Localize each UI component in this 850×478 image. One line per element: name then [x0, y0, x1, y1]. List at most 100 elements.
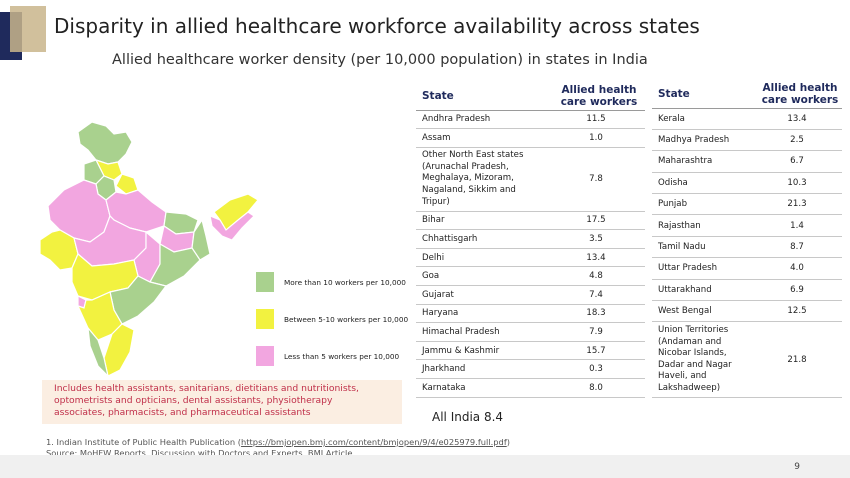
worker-density-cell: 13.4: [547, 248, 645, 268]
state-table-left: State Allied health care workers Andhra …: [416, 82, 645, 398]
table-row: Gujarat 7.4: [416, 285, 645, 305]
table-row: Delhi 13.4: [416, 248, 645, 268]
worker-density-cell: 13.4: [752, 108, 842, 130]
state-name-cell: Tamil Nadu: [652, 236, 752, 259]
state-name-cell: Rajasthan: [652, 214, 752, 237]
table-row: Assam 1.0: [416, 128, 645, 148]
worker-density-cell: 21.8: [752, 321, 842, 398]
state-name-cell: Haryana: [416, 304, 547, 324]
header-workers: Allied health care workers: [547, 82, 645, 111]
table-row: Odisha 10.3: [652, 172, 842, 195]
table-row: Bihar 17.5: [416, 211, 645, 231]
state-name-line: (Arunachal Pradesh,: [422, 161, 509, 172]
worker-density-cell: 4.0: [752, 257, 842, 280]
state-name-line: Nagaland, Sikkim and: [422, 184, 516, 195]
state-name-cell: Goa: [416, 266, 547, 287]
state-name-line: Lakshadweep): [658, 382, 721, 393]
table-row: Kerala 13.4: [652, 108, 842, 130]
state-name-cell: Maharashtra: [652, 150, 752, 173]
state-name-cell: Madhya Pradesh: [652, 129, 752, 152]
worker-density-cell: 4.8: [547, 266, 645, 287]
legend-swatch-green: [256, 272, 274, 292]
header-workers-line1: Allied health: [762, 81, 838, 94]
worker-density-cell: 11.5: [547, 110, 645, 130]
page-subtitle: Allied healthcare worker density (per 10…: [112, 52, 648, 68]
legend-item: Less than 5 workers per 10,000: [256, 344, 416, 368]
definition-note: Includes health assistants, sanitarians,…: [42, 380, 402, 424]
map-region-jammu-kashmir: [77, 121, 133, 165]
state-name-cell: Andhra Pradesh: [416, 110, 547, 130]
header-workers-line2: care workers: [560, 95, 638, 108]
state-name-cell: Gujarat: [416, 285, 547, 305]
state-name-cell: Union Territories (Andaman and Nicobar Isl…: [652, 321, 752, 398]
state-name-cell: Karnataka: [416, 378, 547, 398]
all-india-figure: All India 8.4: [432, 410, 504, 424]
legend-label: More than 10 workers per 10,000: [284, 277, 406, 287]
source-note: Source: MoHFW Reports, Discussion with D…: [46, 448, 353, 458]
table-row: Goa 4.8: [416, 266, 645, 287]
legend-item: Between 5-10 workers per 10,000: [256, 307, 416, 331]
worker-density-cell: 18.3: [547, 304, 645, 324]
map-legend: More than 10 workers per 10,000 Between …: [256, 270, 416, 381]
table-row: West Bengal 12.5: [652, 300, 842, 323]
table-row: Uttar Pradesh 4.0: [652, 257, 842, 280]
worker-density-cell: 6.9: [752, 279, 842, 302]
map-region-uttar-pradesh: [105, 189, 167, 233]
state-name-cell: Jharkhand: [416, 359, 547, 380]
legend-label: Between 5-10 workers per 10,000: [284, 314, 409, 324]
state-name-line: Nicobar Islands,: [658, 348, 727, 359]
worker-density-cell: 6.7: [752, 150, 842, 173]
note-line: associates, pharmacists, and pharmaceuti…: [54, 407, 311, 419]
table-row: Rajasthan 1.4: [652, 214, 842, 237]
worker-density-cell: 7.8: [547, 147, 645, 212]
state-name-cell: Bihar: [416, 211, 547, 231]
table-header-row: State Allied health care workers: [416, 82, 645, 111]
worker-density-cell: 2.5: [752, 129, 842, 152]
header-state: State: [416, 82, 547, 111]
state-name-cell: Uttarakhand: [652, 279, 752, 302]
table-row: Union Territories (Andaman and Nicobar Isl…: [652, 321, 842, 398]
worker-density-cell: 17.5: [547, 211, 645, 231]
table-row: Maharashtra 6.7: [652, 150, 842, 173]
note-line: Includes health assistants, sanitarians,…: [54, 383, 359, 394]
header-workers-line1: Allied health: [561, 83, 637, 96]
state-name-cell: Kerala: [652, 108, 752, 130]
state-name-cell: Uttar Pradesh: [652, 257, 752, 280]
footer-bar: [0, 455, 850, 478]
worker-density-cell: 3.5: [547, 229, 645, 249]
legend-item: More than 10 workers per 10,000: [256, 270, 416, 294]
header-workers-line2: care workers: [761, 93, 839, 106]
state-name-line: Union Territories: [658, 324, 729, 335]
state-name-cell: Other North East states (Arunachal Prades…: [416, 147, 547, 212]
india-density-map: [39, 121, 259, 378]
state-name-cell: Delhi: [416, 248, 547, 268]
table-row: Uttarakhand 6.9: [652, 279, 842, 302]
worker-density-cell: 8.7: [752, 236, 842, 259]
legend-swatch-yellow: [256, 309, 274, 329]
header-workers: Allied health care workers: [752, 80, 842, 109]
table-row: Himachal Pradesh 7.9: [416, 322, 645, 342]
header-state: State: [652, 80, 752, 109]
map-region-kerala: [87, 326, 110, 378]
state-name-line: Dadar and Nagar: [658, 359, 732, 370]
state-name-cell: Himachal Pradesh: [416, 322, 547, 342]
footnote-link[interactable]: https://bmjopen.bmj.com/content/bmjopen/…: [241, 437, 507, 447]
state-name-line: Tripur): [422, 196, 450, 207]
map-region-odisha: [149, 242, 201, 287]
table-row: Jharkhand 0.3: [416, 359, 645, 380]
note-line: optometrists and opticians, dental assis…: [54, 395, 333, 407]
table-row: Karnataka 8.0: [416, 378, 645, 398]
footnote: 1. Indian Institute of Public Health Pub…: [46, 437, 510, 447]
page-number: 9: [794, 462, 800, 472]
worker-density-cell: 7.4: [547, 285, 645, 305]
table-row: Jammu & Kashmir 15.7: [416, 341, 645, 361]
table-row: Madhya Pradesh 2.5: [652, 129, 842, 152]
worker-density-cell: 15.7: [547, 341, 645, 361]
state-name-cell: Assam: [416, 128, 547, 148]
state-name-cell: Odisha: [652, 172, 752, 195]
state-name-line: Haveli, and: [658, 371, 707, 382]
state-name-cell: Jammu & Kashmir: [416, 341, 547, 361]
state-name-cell: Punjab: [652, 193, 752, 216]
legend-swatch-pink: [256, 346, 274, 366]
footnote-prefix: 1. Indian Institute of Public Health Pub…: [46, 437, 242, 447]
